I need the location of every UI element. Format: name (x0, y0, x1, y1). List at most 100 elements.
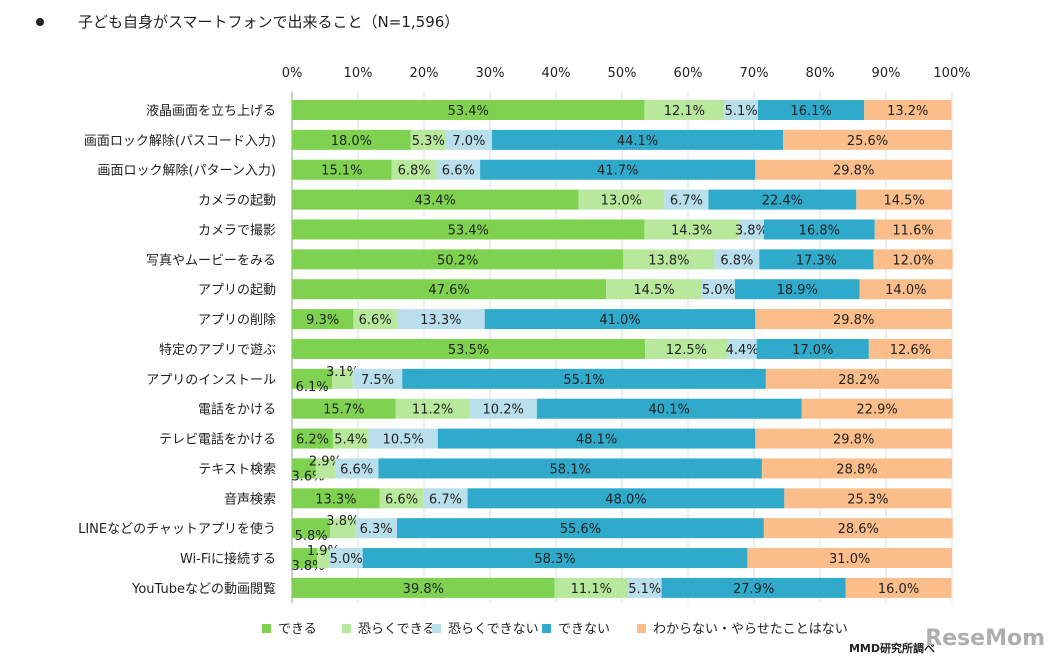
x-tick-label: 100% (933, 66, 970, 81)
category-label: 画面ロック解除(パスコード入力) (84, 134, 276, 149)
legend-label: できない (558, 622, 610, 637)
data-label: 6.8% (398, 164, 431, 179)
data-label: 13.2% (887, 104, 928, 119)
data-label: 25.3% (847, 492, 888, 507)
bar-segment (334, 458, 379, 479)
data-label: 40.1% (649, 403, 690, 418)
x-tick-label: 80% (806, 66, 835, 81)
data-label: 6.6% (442, 164, 475, 179)
bar-segment (292, 488, 380, 509)
data-label: 18.0% (331, 134, 372, 149)
data-label: 27.9% (733, 582, 774, 597)
bar-segment (554, 577, 628, 598)
bar-segment (402, 368, 766, 389)
data-label: 53.5% (448, 343, 489, 358)
data-label: 31.0% (829, 552, 870, 567)
bar-segment (395, 398, 470, 419)
bar-segment (606, 279, 702, 300)
data-label: 6.8% (720, 253, 753, 268)
bar-segment (292, 548, 318, 569)
data-label: 17.3% (796, 253, 837, 268)
data-label: 2.9% (309, 454, 342, 469)
bar-segment (396, 309, 485, 330)
bar-segment (437, 428, 756, 449)
data-label: 12.0% (892, 253, 933, 268)
bar-segment (724, 100, 758, 120)
bar-segment (410, 129, 446, 150)
category-label: カメラの起動 (198, 194, 276, 209)
bar-segment (292, 159, 392, 180)
data-label: 13.8% (648, 253, 689, 268)
bar-segment (859, 279, 952, 300)
legend-swatch (342, 624, 351, 633)
data-label: 6.3% (360, 522, 393, 537)
data-label: 11.1% (571, 582, 612, 597)
bar-segment (379, 488, 424, 509)
data-label: 29.8% (833, 313, 874, 328)
bar-segment (292, 189, 579, 210)
bar-segment (436, 159, 481, 180)
bar-segment (368, 428, 438, 449)
legend-swatch (542, 624, 551, 633)
bar-segment (292, 309, 354, 330)
bar-segment (873, 249, 953, 270)
data-label: 29.8% (833, 433, 874, 448)
bar-segment (755, 309, 952, 330)
legend-label: 恐らくできない (448, 622, 539, 637)
bar-segment (362, 548, 748, 569)
bar-segment (292, 518, 331, 539)
bar-segment (317, 548, 330, 569)
data-label: 7.0% (452, 134, 485, 149)
data-label: 22.9% (856, 403, 897, 418)
bar-segment (738, 219, 764, 240)
data-label: 6.7% (670, 194, 703, 209)
data-label: 17.0% (792, 343, 833, 358)
bar-segment (578, 189, 665, 210)
bar-segment (763, 219, 875, 240)
bar-segment (627, 577, 662, 598)
data-label: 55.1% (563, 373, 604, 388)
bar-segment (292, 577, 555, 598)
category-label: 液晶画面を立ち上げる (146, 104, 276, 119)
bar-segment (645, 338, 728, 359)
x-tick-label: 10% (344, 66, 373, 81)
legend-swatch (637, 624, 646, 633)
data-label: 25.6% (847, 134, 888, 149)
legend-swatch (432, 624, 441, 633)
data-label: 3.1% (326, 365, 359, 380)
bar-segment (329, 548, 363, 569)
data-label: 5.0% (330, 552, 363, 567)
x-tick-label: 60% (674, 66, 703, 81)
bar-segment (315, 458, 335, 479)
bar-segment (763, 518, 953, 539)
bar-segment (355, 518, 397, 539)
data-label: 29.8% (833, 164, 874, 179)
data-label: 15.7% (323, 403, 364, 418)
data-label: 3.8% (291, 559, 324, 574)
data-label: 5.1% (628, 582, 661, 597)
legend-label: わからない・やらせたことはない (653, 622, 848, 637)
category-label: YouTubeなどの動画閲覧 (131, 581, 276, 597)
bar-segment (856, 189, 952, 210)
bar-segment (784, 488, 952, 509)
data-label: 50.2% (437, 253, 478, 268)
x-tick-label: 70% (740, 66, 769, 81)
bar-segment (330, 518, 356, 539)
data-label: 14.5% (633, 283, 674, 298)
data-label: 16.8% (799, 223, 840, 238)
bar-segment (701, 279, 735, 300)
bar-segment (727, 338, 757, 359)
bar-segment (755, 159, 952, 180)
data-label: 48.0% (605, 492, 646, 507)
data-label: 6.7% (429, 492, 462, 507)
data-label: 16.0% (878, 582, 919, 597)
data-label: 22.4% (762, 194, 803, 209)
category-label: アプリのインストール (146, 373, 276, 388)
bar-segment (292, 458, 316, 479)
x-tick-label: 0% (282, 66, 303, 81)
bar-segment (491, 129, 784, 150)
data-label: 6.6% (385, 492, 418, 507)
category-label: 特定のアプリで遊ぶ (159, 343, 276, 358)
data-label: 15.1% (321, 164, 362, 179)
